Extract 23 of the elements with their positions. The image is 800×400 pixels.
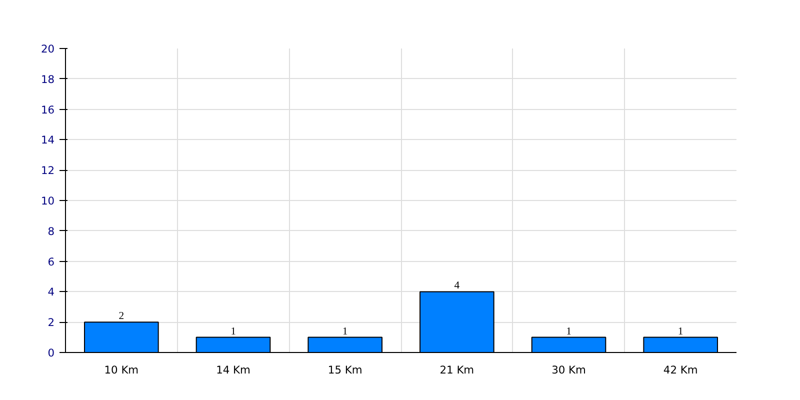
data-label: 1 xyxy=(678,326,684,338)
y-tick-label: 12 xyxy=(40,164,55,178)
x-tick-label: 30 Km xyxy=(552,364,586,376)
x-tick-label: 15 Km xyxy=(328,364,362,376)
data-label: 1 xyxy=(566,326,572,338)
data-label: 2 xyxy=(118,311,124,322)
y-tick-label: 8 xyxy=(48,224,55,238)
data-label: 1 xyxy=(230,326,236,338)
data-label: 4 xyxy=(454,280,460,292)
y-tick-label: 6 xyxy=(48,255,55,268)
x-tick-label: 14 Km xyxy=(216,364,250,376)
x-tick-label: 10 Km xyxy=(104,364,139,376)
y-tick-label: 16 xyxy=(40,103,55,116)
y-tick-label: 0 xyxy=(48,346,55,360)
y-tick-label: 4 xyxy=(48,286,55,299)
x-tick-label: 42 Km xyxy=(663,364,698,376)
y-tick-label: 14 xyxy=(40,134,55,147)
y-tick-label: 18 xyxy=(40,72,55,86)
y-tick-label: 2 xyxy=(48,316,54,330)
y-tick-label: 20 xyxy=(40,42,55,56)
y-tick-label: 10 xyxy=(40,194,55,208)
x-tick-label: 21 Km xyxy=(440,364,474,376)
data-label: 1 xyxy=(342,326,348,338)
